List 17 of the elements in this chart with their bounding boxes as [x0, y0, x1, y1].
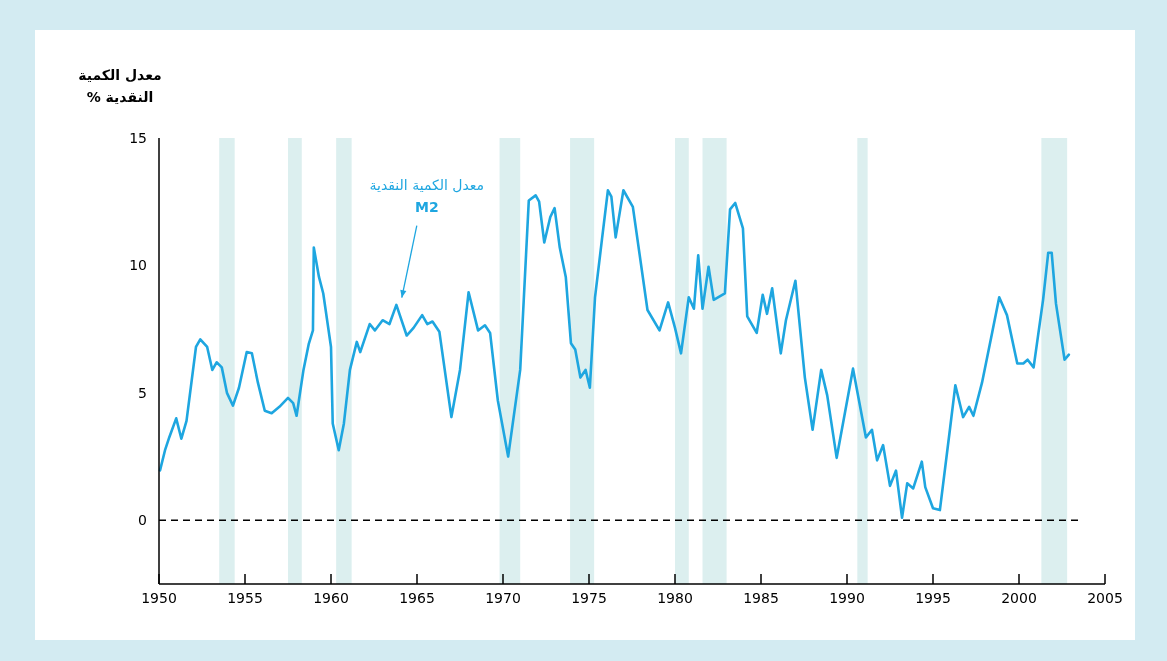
x-tick-label: 1985 [743, 590, 779, 606]
x-tick-label: 1955 [227, 590, 263, 606]
x-tick-label: 1990 [829, 590, 865, 606]
y-axis-title: معدل الكمية النقدية % [78, 67, 162, 105]
y-tick-label: 0 [138, 512, 147, 529]
x-tick-label: 1975 [571, 590, 607, 606]
y-tick-label: 10 [129, 257, 147, 274]
x-tick-label: 1965 [399, 590, 435, 606]
x-tick-label: 1950 [141, 590, 177, 606]
x-tick-label: 1980 [657, 590, 693, 606]
x-tick-label: 2000 [1001, 590, 1037, 606]
x-tick-label: 1960 [313, 590, 349, 606]
y-tick-label: 15 [129, 130, 147, 146]
x-tick-label: 2005 [1087, 590, 1123, 606]
y-tick-label: 5 [138, 384, 147, 401]
x-tick-label: 1995 [915, 590, 951, 606]
x-tick-label: 1970 [485, 590, 521, 606]
